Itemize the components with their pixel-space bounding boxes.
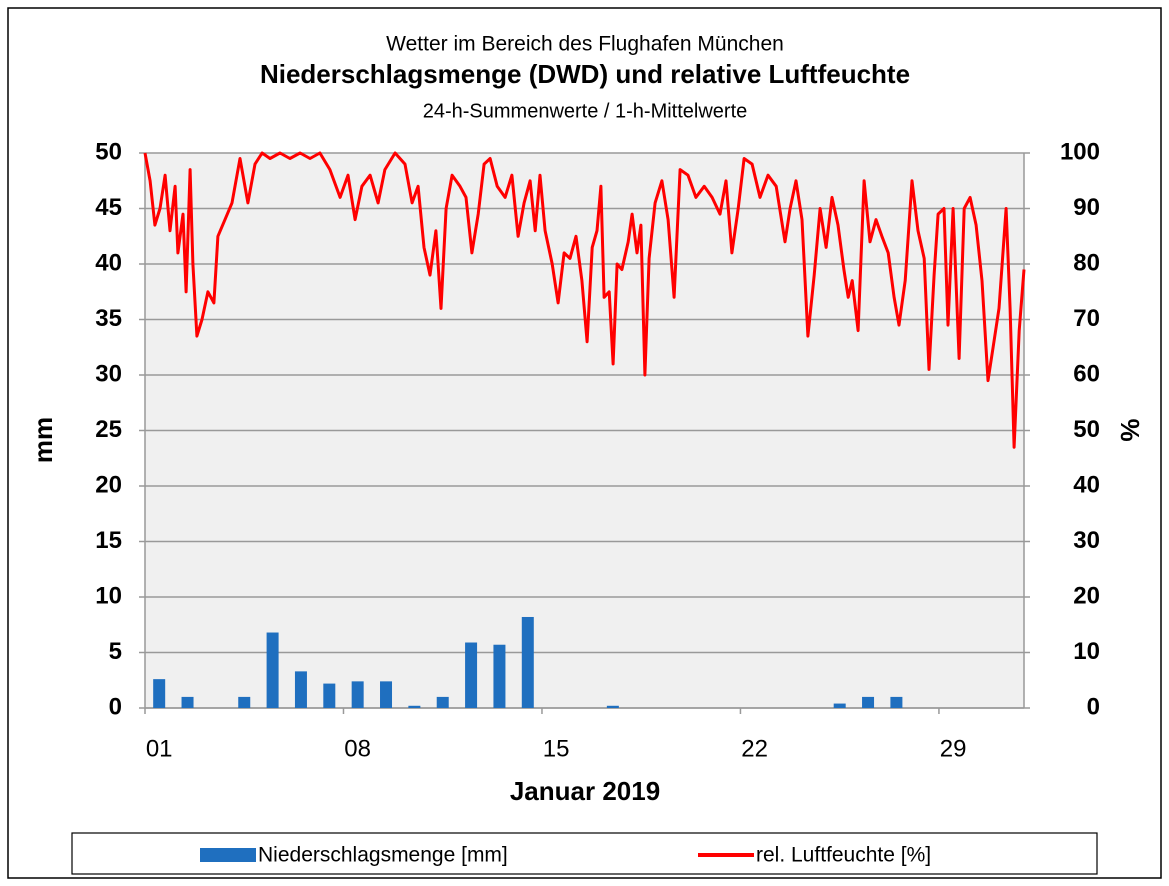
x-axis-label: Januar 2019: [510, 776, 660, 806]
x-tick-label: 29: [940, 735, 967, 762]
bar: [351, 681, 364, 708]
y-tick-label: 45: [95, 194, 122, 221]
bar: [153, 679, 166, 708]
bar: [294, 671, 307, 708]
bar: [890, 696, 903, 708]
y2-tick-label: 60: [1073, 360, 1100, 387]
y-tick-label: 35: [95, 305, 122, 332]
bar: [833, 703, 846, 708]
humidity-line: [143, 151, 1026, 449]
y2-tick-label: 40: [1073, 471, 1100, 498]
bar: [181, 696, 194, 708]
y-tick-label: 0: [109, 693, 122, 720]
y-axis-label: mm: [28, 417, 58, 463]
legend-swatch: [200, 848, 256, 862]
y-tick-label: 20: [95, 471, 122, 498]
bar: [238, 696, 251, 708]
bar: [862, 696, 875, 708]
chart-pretitle: Wetter im Bereich des Flughafen München: [386, 33, 784, 56]
y-tick-label: 10: [95, 582, 122, 609]
y2-tick-label: 50: [1073, 416, 1100, 443]
chart-subtitle: 24-h-Summenwerte / 1-h-Mittelwerte: [423, 100, 748, 122]
y2-tick-label: 30: [1073, 527, 1100, 554]
bar: [465, 642, 478, 708]
x-tick-label: 08: [344, 735, 371, 762]
bar: [380, 681, 393, 708]
legend-label: Niederschlagsmenge [mm]: [258, 844, 508, 867]
y-tick-label: 15: [95, 527, 122, 554]
y-tick-label: 50: [95, 138, 122, 165]
bar: [521, 616, 534, 708]
bar: [408, 705, 421, 708]
y2-axis-label: %: [1115, 418, 1145, 441]
x-tick-label: 01: [146, 735, 173, 762]
x-tick-label: 22: [741, 735, 768, 762]
y-tick-label: 30: [95, 360, 122, 387]
bar: [493, 644, 506, 708]
bar: [323, 683, 336, 708]
y2-tick-label: 10: [1073, 638, 1100, 665]
y-tick-label: 40: [95, 249, 122, 276]
y2-tick-label: 70: [1073, 305, 1100, 332]
chart-title: Niederschlagsmenge (DWD) und relative Lu…: [260, 59, 910, 89]
y2-tick-label: 20: [1073, 582, 1100, 609]
bar: [266, 632, 279, 708]
y-tick-label: 25: [95, 416, 122, 443]
y-tick-label: 5: [109, 638, 122, 665]
y2-tick-label: 100: [1060, 138, 1100, 165]
bar: [606, 705, 619, 708]
y2-tick-label: 90: [1073, 194, 1100, 221]
y2-tick-label: 0: [1087, 693, 1100, 720]
bar: [436, 696, 449, 708]
y2-tick-label: 80: [1073, 249, 1100, 276]
x-tick-label: 15: [543, 735, 570, 762]
legend-label: rel. Luftfeuchte [%]: [756, 844, 931, 867]
